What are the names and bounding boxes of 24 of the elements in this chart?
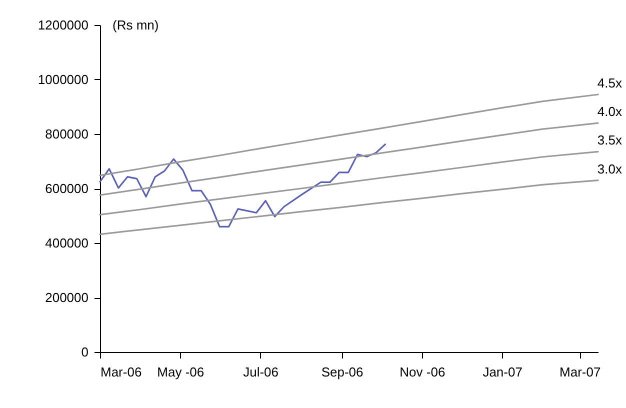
y-axis-title: (Rs mn) xyxy=(112,18,159,32)
line-series xyxy=(99,150,599,216)
x-tick-label: Mar-06 xyxy=(100,364,142,380)
y-tick-label: 400000 xyxy=(45,236,88,250)
line-series xyxy=(99,144,386,228)
x-tick-label: Nov -06 xyxy=(400,364,446,380)
x-tick-label: Jul-06 xyxy=(243,364,279,380)
y-tick-label: 1000000 xyxy=(38,72,88,87)
y-tick-label: 600000 xyxy=(45,181,88,196)
line-series xyxy=(99,180,599,236)
x-tick-label: Sep-06 xyxy=(321,364,364,380)
y-tick-label: 1200000 xyxy=(38,18,88,32)
series-label: 3.0x xyxy=(597,161,622,176)
line-series xyxy=(99,122,599,196)
line-series xyxy=(99,94,599,176)
series-label: 4.5x xyxy=(597,75,622,90)
series-label: 3.5x xyxy=(597,132,622,148)
series-label: 4.0x xyxy=(597,104,622,120)
x-tick-label: Jan-07 xyxy=(482,364,522,380)
x-tick-label: Mar-07 xyxy=(560,364,601,380)
x-tick-label: May -06 xyxy=(157,364,204,380)
y-tick-label: 200000 xyxy=(45,290,88,305)
y-tick-label: 0 xyxy=(81,344,88,360)
y-tick-label: 800000 xyxy=(45,126,88,142)
